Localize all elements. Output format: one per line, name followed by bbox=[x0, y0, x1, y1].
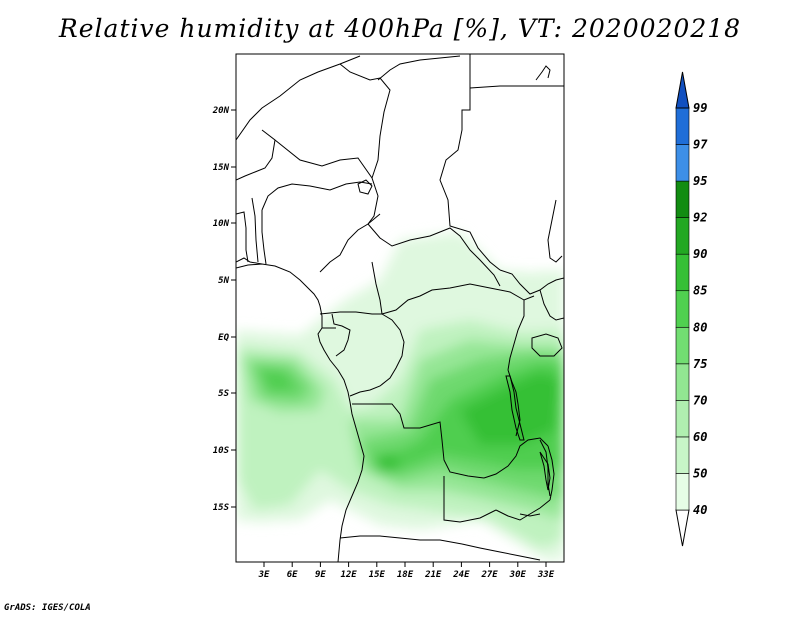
map-title: Relative humidity at 400hPa [%], VT: 202… bbox=[58, 14, 742, 43]
country-borders bbox=[236, 54, 564, 562]
border-namibia-east bbox=[461, 543, 541, 561]
border-gabon bbox=[331, 313, 351, 357]
border-east-upper bbox=[547, 199, 563, 263]
lat-label: 10N bbox=[213, 219, 230, 229]
colorbar-segment bbox=[675, 473, 690, 511]
lon-label: 21E bbox=[424, 570, 442, 580]
colorbar-label: 80 bbox=[693, 320, 707, 334]
colorbar-segment bbox=[675, 253, 690, 292]
colorbar-label: 60 bbox=[693, 430, 707, 444]
colorbar-label: 95 bbox=[693, 174, 707, 188]
lat-label: 10S bbox=[213, 446, 230, 456]
coastline-gulf bbox=[236, 257, 263, 265]
lon-label: 15E bbox=[369, 570, 386, 580]
lon-label: 3E bbox=[258, 570, 270, 580]
border-cameroon-car bbox=[371, 261, 383, 315]
colorbar-segment bbox=[675, 436, 690, 474]
border-togo bbox=[251, 197, 259, 263]
lake-tanganyika bbox=[505, 375, 525, 441]
border-niger-nigeria bbox=[261, 181, 373, 211]
border-tanzania bbox=[547, 445, 555, 501]
lat-label: 15S bbox=[213, 503, 230, 513]
border-sudan-south bbox=[499, 269, 564, 295]
colorbar-segment bbox=[675, 217, 690, 255]
lon-label: 24E bbox=[452, 570, 470, 580]
border-chad-sudan bbox=[377, 55, 461, 81]
border-angola-zambia bbox=[443, 476, 497, 523]
colorbar-upper-arrow bbox=[675, 71, 690, 109]
lon-label: 18E bbox=[397, 570, 414, 580]
map-axes: 20N 15N 10N 5N EQ 5S 10S 15S 3E 6E 9E 12E 15E 18E 21E 2… bbox=[212, 106, 555, 580]
lon-label: 9E bbox=[315, 570, 326, 580]
colorbar-segment bbox=[675, 400, 690, 438]
lon-label: 33E bbox=[537, 570, 555, 580]
border-north-3 bbox=[439, 54, 501, 271]
border-congo-drc bbox=[349, 313, 405, 397]
humidity-region-90 bbox=[375, 372, 560, 472]
border-zambia-south bbox=[495, 499, 551, 521]
border-kenya bbox=[539, 289, 564, 321]
colorbar-lower-arrow bbox=[675, 509, 690, 547]
colorbar-label: 97 bbox=[693, 138, 708, 152]
border-chad-car bbox=[367, 223, 501, 287]
border-benin bbox=[261, 210, 267, 265]
border-nigeria-cameroon bbox=[319, 213, 381, 273]
grads-credit: GrADS: IGES/COLA bbox=[4, 603, 91, 613]
lon-label: 30E bbox=[509, 570, 527, 580]
lon-label: 6E bbox=[287, 570, 298, 580]
border-mali-niger bbox=[236, 129, 276, 181]
coast-northeast bbox=[535, 65, 551, 81]
colorbar-label: 90 bbox=[693, 247, 707, 261]
colorbar-segment bbox=[675, 180, 690, 218]
lat-label: 15N bbox=[213, 163, 230, 173]
lake-victoria bbox=[531, 333, 563, 357]
map-frame bbox=[235, 53, 565, 563]
border-car-south bbox=[381, 283, 535, 315]
border-drc-zambia bbox=[483, 437, 549, 479]
colorbar: 40 50 60 70 75 80 85 90 92 95 97 99 bbox=[675, 71, 708, 547]
border-drc-angola bbox=[352, 403, 485, 479]
lake-chad bbox=[357, 179, 373, 195]
coastline-west bbox=[236, 263, 365, 562]
colorbar-label: 99 bbox=[693, 101, 707, 115]
colorbar-segment bbox=[675, 144, 690, 182]
lake-malawi bbox=[539, 451, 551, 491]
colorbar-segment bbox=[675, 326, 690, 365]
border-uganda bbox=[507, 300, 525, 371]
lat-label: 5N bbox=[218, 276, 229, 286]
lat-label: 5S bbox=[218, 389, 229, 399]
colorbar-segment bbox=[675, 107, 690, 145]
border-north-2 bbox=[339, 63, 391, 179]
lon-label: 27E bbox=[480, 570, 498, 580]
border-ghana bbox=[236, 211, 249, 263]
colorbar-segment bbox=[675, 363, 690, 401]
colorbar-segment bbox=[675, 290, 690, 328]
border-northeast bbox=[469, 85, 564, 89]
border-niger-north bbox=[274, 139, 379, 225]
colorbar-label: 70 bbox=[693, 393, 707, 407]
lake-kariba bbox=[519, 513, 541, 517]
colorbar-label: 40 bbox=[693, 503, 707, 517]
colorbar-label: 85 bbox=[693, 284, 707, 298]
lat-label: EQ bbox=[218, 333, 229, 343]
border-north-1 bbox=[236, 55, 361, 141]
border-angola-namibia bbox=[339, 535, 463, 545]
colorbar-label: 92 bbox=[693, 211, 707, 225]
lon-label: 12E bbox=[340, 570, 357, 580]
colorbar-label: 50 bbox=[693, 466, 707, 480]
colorbar-label: 75 bbox=[693, 357, 707, 371]
lat-label: 20N bbox=[212, 106, 230, 116]
border-cameroon-congo bbox=[319, 311, 382, 315]
